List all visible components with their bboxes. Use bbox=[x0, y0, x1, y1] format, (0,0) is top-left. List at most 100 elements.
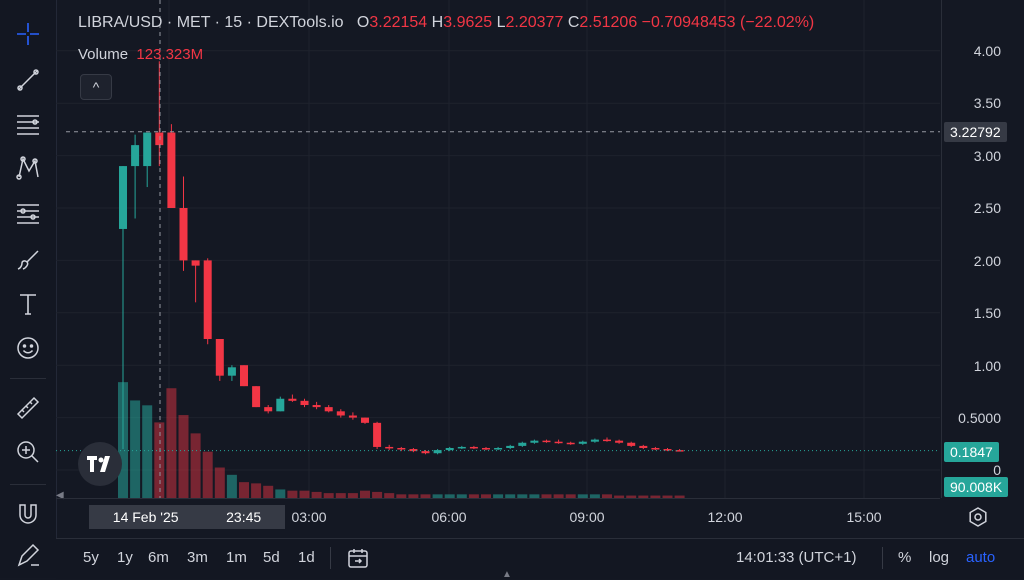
lock-draw-icon[interactable] bbox=[12, 540, 44, 572]
volume-bar bbox=[214, 467, 225, 498]
goto-date-icon[interactable] bbox=[346, 546, 370, 575]
tradingview-logo[interactable] bbox=[78, 442, 122, 486]
candle bbox=[506, 445, 515, 448]
trendline-icon[interactable] bbox=[12, 64, 44, 96]
candle bbox=[409, 449, 418, 452]
change-value: −0.70948453 (−22.02%) bbox=[641, 14, 815, 31]
collapse-legend-button[interactable]: ^ bbox=[80, 74, 112, 100]
candle bbox=[457, 446, 466, 449]
toolbar-separator bbox=[10, 378, 46, 379]
chart-area[interactable] bbox=[56, 0, 940, 498]
candle bbox=[663, 449, 672, 451]
toolbar-separator bbox=[10, 484, 46, 485]
candle bbox=[361, 417, 369, 423]
clock-label[interactable]: 14:01:33 (UTC+1) bbox=[736, 549, 857, 566]
price-tick: 2.50 bbox=[973, 200, 1001, 216]
candle bbox=[494, 447, 503, 450]
candle bbox=[469, 446, 478, 449]
ruler-icon[interactable] bbox=[12, 392, 44, 424]
crosshair-date: 14 Feb '25 bbox=[112, 509, 179, 525]
volume-bar bbox=[420, 494, 431, 498]
candle bbox=[675, 450, 684, 452]
settings-gear-icon[interactable] bbox=[966, 505, 990, 529]
symbol-name[interactable]: LIBRA/USD · MET · 15 · DEXTools.io bbox=[78, 14, 344, 31]
candle bbox=[445, 447, 454, 451]
volume-bar bbox=[226, 474, 237, 498]
price-tick: 1.00 bbox=[973, 358, 1001, 374]
candle bbox=[179, 208, 188, 261]
candle bbox=[385, 446, 394, 449]
volume-bar bbox=[275, 489, 286, 498]
volume-bar bbox=[166, 388, 177, 498]
candle bbox=[240, 365, 248, 387]
candle bbox=[155, 132, 164, 146]
candle bbox=[191, 260, 200, 266]
open-label: O bbox=[356, 14, 370, 31]
range-1m-button[interactable]: 1m bbox=[226, 549, 247, 566]
candle bbox=[324, 407, 333, 412]
volume-bar bbox=[662, 495, 673, 498]
range-3m-button[interactable]: 3m bbox=[187, 549, 208, 566]
price-tick: 0 bbox=[993, 462, 1001, 478]
open-value: 3.22154 bbox=[369, 14, 428, 31]
volume-bar bbox=[251, 483, 262, 498]
pattern-icon[interactable] bbox=[12, 152, 44, 184]
volume-bar bbox=[444, 494, 455, 498]
log-toggle[interactable]: log bbox=[929, 549, 950, 566]
candle bbox=[615, 440, 624, 443]
price-tick: 2.00 bbox=[973, 253, 1001, 269]
expand-panel-icon[interactable]: ▲ bbox=[502, 569, 512, 580]
price-axis[interactable]: 4.00 3.50 3.00 2.50 2.00 1.50 1.00 0.500… bbox=[941, 0, 1024, 498]
symbol-legend: LIBRA/USD · MET · 15 · DEXTools.io O3.22… bbox=[78, 14, 814, 32]
range-1d-button[interactable]: 1d bbox=[298, 549, 315, 566]
low-value: 2.20377 bbox=[505, 14, 564, 31]
auto-toggle[interactable]: auto bbox=[966, 549, 996, 566]
candle bbox=[336, 411, 345, 416]
tradingview-logo-icon bbox=[87, 456, 110, 472]
volume-bar bbox=[602, 494, 612, 498]
candle bbox=[215, 339, 224, 376]
time-tick: 03:00 bbox=[291, 509, 327, 525]
brush-icon[interactable] bbox=[12, 244, 44, 276]
range-5d-button[interactable]: 5d bbox=[263, 549, 280, 566]
volume-bar bbox=[638, 495, 649, 498]
text-icon[interactable] bbox=[12, 288, 44, 320]
time-axis[interactable]: 03:00 06:00 09:00 12:00 15:00 14 Feb '25… bbox=[56, 498, 940, 537]
range-6m-button[interactable]: 6m bbox=[148, 549, 169, 566]
volume-bar bbox=[529, 494, 540, 498]
crosshair-icon[interactable] bbox=[12, 18, 44, 50]
price-tick: 0.5000 bbox=[958, 410, 1001, 426]
candle bbox=[143, 132, 152, 167]
candle bbox=[373, 422, 382, 447]
volume-bar bbox=[287, 490, 298, 498]
time-tick: 15:00 bbox=[846, 509, 882, 525]
scroll-left-icon[interactable]: ◀ bbox=[56, 490, 64, 501]
volume-bar bbox=[456, 494, 467, 498]
emoji-icon[interactable] bbox=[12, 332, 44, 364]
volume-bar bbox=[263, 485, 274, 498]
candle bbox=[264, 407, 273, 412]
range-5y-button[interactable]: 5y bbox=[83, 549, 99, 566]
volume-bar bbox=[384, 493, 395, 498]
percent-toggle[interactable]: % bbox=[898, 549, 912, 566]
candle bbox=[119, 166, 127, 229]
volume-bar bbox=[202, 451, 213, 498]
fib-icon[interactable] bbox=[12, 108, 44, 140]
crosshair-price-label: 3.22792 bbox=[944, 122, 1007, 142]
volume-bar bbox=[142, 405, 153, 498]
volume-bar bbox=[311, 491, 322, 498]
zoom-icon[interactable] bbox=[12, 436, 44, 468]
magnet-icon[interactable] bbox=[12, 498, 44, 530]
candle bbox=[518, 442, 527, 446]
volume-bar bbox=[239, 482, 249, 498]
forecast-icon[interactable] bbox=[12, 198, 44, 230]
range-1y-button[interactable]: 1y bbox=[117, 549, 133, 566]
volume-bar bbox=[372, 491, 383, 498]
candle bbox=[203, 260, 212, 339]
price-tick: 4.00 bbox=[973, 43, 1001, 59]
volume-bar bbox=[517, 494, 528, 498]
volume-bar bbox=[553, 494, 564, 498]
candle bbox=[542, 440, 551, 443]
candle bbox=[397, 447, 406, 450]
time-tick: 12:00 bbox=[707, 509, 743, 525]
